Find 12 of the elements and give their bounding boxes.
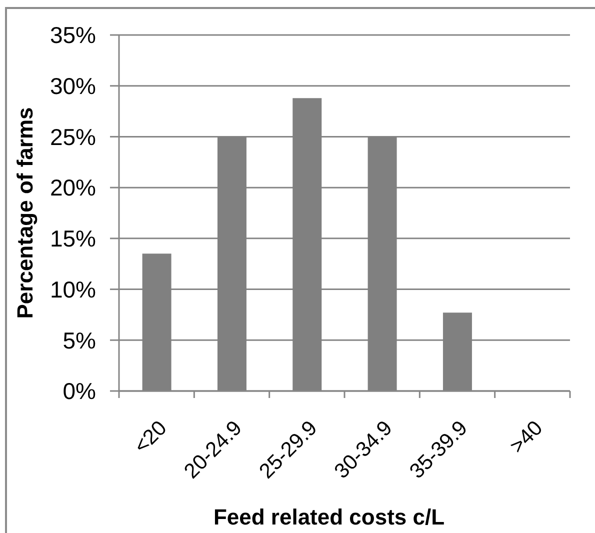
x-tick-label: >40 bbox=[506, 416, 548, 458]
y-tick-label: 35% bbox=[50, 22, 96, 48]
x-tick-label: <20 bbox=[130, 416, 172, 458]
y-tick-label: 15% bbox=[50, 226, 96, 252]
y-tick-label: 20% bbox=[50, 174, 96, 201]
y-axis-title: Percentage of farms bbox=[12, 107, 38, 319]
y-tick-label: 25% bbox=[50, 124, 96, 150]
y-tick-label: 10% bbox=[50, 276, 96, 302]
x-axis-title: Feed related costs c/L bbox=[213, 504, 445, 530]
y-tick-label: 30% bbox=[50, 73, 96, 100]
y-tick-label: 0% bbox=[62, 378, 96, 404]
y-tick-label: 5% bbox=[62, 327, 96, 354]
